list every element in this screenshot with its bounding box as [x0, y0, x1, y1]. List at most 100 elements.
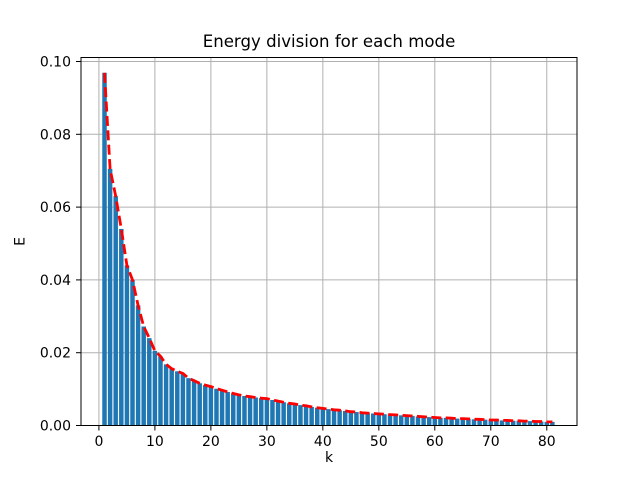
y-tick-label: 0.00 [40, 419, 71, 435]
energy-bar [175, 371, 180, 426]
energy-bar [510, 420, 516, 426]
x-tick-label: 80 [538, 434, 556, 450]
energy-bar [270, 400, 275, 426]
energy-bar [292, 404, 298, 426]
energy-bar [236, 394, 242, 426]
energy-bar [186, 378, 191, 426]
energy-bar [370, 413, 376, 426]
energy-bar [354, 412, 359, 426]
energy-bar [410, 416, 415, 426]
energy-bar [438, 417, 443, 426]
energy-bar [454, 418, 460, 426]
energy-bar [499, 420, 505, 426]
energy-bar [522, 421, 527, 426]
energy-bar [119, 228, 124, 426]
energy-bar [152, 350, 158, 426]
energy-bar [147, 338, 152, 426]
envelope-dashed-line [103, 72, 553, 424]
energy-bar [247, 396, 253, 426]
energy-bar [130, 279, 135, 426]
x-tick-label: 30 [258, 434, 276, 450]
energy-bar [259, 398, 264, 426]
energy-bar [281, 402, 286, 426]
energy-bar [449, 418, 454, 426]
energy-bar [225, 392, 230, 426]
energy-bar [460, 418, 466, 426]
x-axis-label: k [325, 450, 334, 466]
energy-bar [315, 407, 320, 426]
tick-labels-layer: 0 10 20 30 40 50 60 70 80 0.00 0.02 0.04 0.06 0.08 0.1… [40, 55, 556, 450]
grid-layer [81, 57, 577, 426]
x-tick-label: 40 [314, 434, 332, 450]
energy-bar [113, 196, 118, 426]
energy-bar [180, 373, 186, 426]
energy-bar [494, 420, 499, 426]
energy-bar [527, 421, 533, 426]
energy-bar [376, 413, 382, 426]
chart-title: Energy division for each mode [203, 32, 456, 51]
energy-bar [533, 421, 538, 426]
y-tick-label: 0.10 [40, 55, 71, 71]
energy-bar [231, 393, 236, 426]
energy-bar [169, 368, 174, 426]
energy-bar [415, 416, 421, 426]
energy-bar [298, 405, 303, 426]
energy-bar [337, 410, 342, 426]
energy-bar [124, 265, 130, 426]
energy-bar [432, 417, 438, 426]
energy-bar [331, 409, 337, 426]
energy-bar [287, 403, 292, 426]
x-tick-label: 0 [94, 434, 103, 450]
plot-frame [80, 57, 578, 426]
energy-bar [102, 72, 107, 426]
y-tick-label: 0.06 [40, 200, 71, 216]
energy-bar [421, 416, 426, 426]
y-tick-label: 0.04 [40, 273, 71, 289]
x-tick-label: 50 [370, 434, 388, 450]
x-tick-label: 70 [482, 434, 500, 450]
energy-bar [303, 405, 309, 426]
energy-bar [219, 390, 225, 426]
energy-bar [550, 421, 555, 426]
energy-bar [466, 418, 471, 426]
energy-bar [197, 383, 202, 426]
x-tick-label: 20 [202, 434, 220, 450]
ticks-layer [76, 61, 548, 431]
energy-bar [544, 421, 550, 426]
energy-bar [141, 326, 146, 426]
energy-bar [348, 411, 354, 426]
x-tick-label: 10 [146, 434, 164, 450]
energy-bar [191, 380, 197, 426]
energy-bar [471, 419, 477, 426]
energy-bar [387, 414, 393, 426]
energy-bar [326, 409, 331, 426]
energy-bar [208, 386, 214, 426]
energy-bar [505, 420, 510, 426]
y-tick-label: 0.02 [40, 346, 71, 362]
energy-bar [443, 417, 449, 426]
energy-bar [477, 419, 482, 426]
energy-bar [342, 410, 348, 426]
energy-bar [320, 408, 326, 426]
energy-bar [135, 305, 141, 426]
energy-bar [398, 415, 404, 426]
y-axis-label: E [13, 237, 29, 246]
energy-bar [275, 401, 281, 426]
energy-bar [309, 406, 314, 426]
y-tick-label: 0.08 [40, 127, 71, 143]
energy-bar [393, 414, 398, 426]
energy-bar [488, 420, 494, 426]
envelope-line-layer [103, 72, 553, 424]
energy-bar [538, 421, 544, 426]
x-tick-label: 60 [426, 434, 444, 450]
bars-layer [102, 72, 555, 426]
energy-bar [242, 396, 247, 426]
energy-bar [214, 388, 219, 426]
energy-bar [482, 419, 488, 426]
energy-bar [382, 414, 387, 426]
energy-bar [516, 420, 522, 426]
energy-bar [158, 356, 163, 426]
energy-bar [365, 413, 370, 426]
